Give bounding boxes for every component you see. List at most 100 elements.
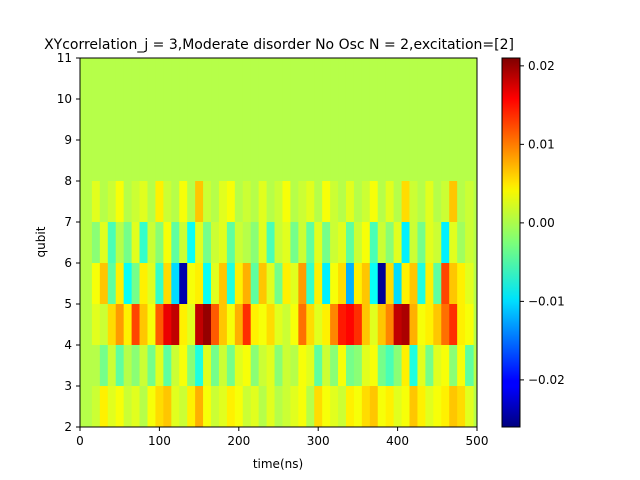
heatmap-cell: [123, 263, 133, 304]
heatmap-cell: [266, 58, 276, 181]
x-tick-label: 400: [386, 434, 409, 448]
heatmap-cell: [203, 345, 212, 386]
heatmap-cell: [345, 58, 355, 181]
heatmap-cell: [250, 263, 260, 304]
heatmap-cell: [266, 181, 276, 222]
heatmap-cell: [282, 181, 292, 222]
heatmap-cell: [211, 345, 220, 386]
heatmap-cell: [115, 304, 125, 345]
heatmap-cell: [250, 58, 260, 181]
heatmap-cell: [457, 58, 466, 181]
heatmap-cell: [115, 58, 125, 181]
heatmap-cell: [211, 386, 220, 427]
heatmap-cell: [218, 222, 228, 263]
heatmap-cell: [449, 222, 458, 263]
heatmap-cell: [195, 58, 204, 181]
heatmap-cell: [314, 222, 323, 263]
heatmap-cell: [441, 181, 450, 222]
heatmap-cell: [234, 386, 244, 427]
heatmap-cell: [258, 345, 268, 386]
chart-title: XYcorrelation_j = 3,Moderate disorder No…: [44, 37, 514, 53]
heatmap-cell: [211, 222, 220, 263]
heatmap-cell: [338, 304, 347, 345]
y-tick-label: 7: [64, 215, 72, 229]
heatmap-cell: [314, 304, 323, 345]
heatmap-cell: [250, 222, 260, 263]
heatmap-cell: [385, 386, 395, 427]
heatmap-cell: [226, 181, 236, 222]
heatmap-cell: [385, 304, 395, 345]
heatmap-cell: [306, 304, 315, 345]
heatmap-cell: [242, 345, 252, 386]
colorbar-tick-label: −0.02: [528, 373, 565, 387]
heatmap-cell: [306, 345, 315, 386]
heatmap-cell: [155, 58, 164, 181]
heatmap-cell: [449, 181, 458, 222]
heatmap-cell: [218, 263, 228, 304]
heatmap-cell: [155, 386, 164, 427]
heatmap-cell: [123, 181, 133, 222]
heatmap-cell: [425, 263, 434, 304]
heatmap-cell: [338, 263, 347, 304]
heatmap-cell: [306, 263, 315, 304]
heatmap-cell: [449, 58, 458, 181]
heatmap-cell: [290, 181, 299, 222]
heatmap-cell: [314, 181, 323, 222]
colorbar: [501, 57, 521, 428]
heatmap-cell: [298, 263, 307, 304]
heatmap-cell: [353, 386, 363, 427]
heatmap-cell: [425, 181, 434, 222]
heatmap-cell: [163, 263, 172, 304]
heatmap-cell: [171, 181, 180, 222]
heatmap-cell: [330, 181, 339, 222]
heatmap-cell: [425, 345, 434, 386]
heatmap-cell: [282, 345, 292, 386]
heatmap-cell: [449, 263, 458, 304]
heatmap-cell: [369, 345, 379, 386]
heatmap-cell: [131, 386, 141, 427]
heatmap-cell: [91, 304, 101, 345]
heatmap-cell: [314, 345, 323, 386]
heatmap-cell: [187, 304, 196, 345]
heatmap-cell: [99, 304, 109, 345]
heatmap-cell: [314, 263, 323, 304]
heatmap-cell: [195, 345, 204, 386]
colorbar-tick-label: 0.00: [528, 216, 555, 230]
heatmap-cell: [123, 222, 133, 263]
heatmap-cell: [123, 58, 133, 181]
heatmap-cell: [338, 222, 347, 263]
x-axis: 0 100 200 300 400 500: [76, 427, 488, 448]
heatmap-cell: [107, 304, 117, 345]
heatmap-cell: [139, 386, 149, 427]
heatmap-cell: [361, 222, 371, 263]
heatmap-cell: [306, 181, 315, 222]
heatmap-cell: [330, 345, 339, 386]
heatmap-cell: [425, 222, 434, 263]
heatmap-cell: [123, 304, 133, 345]
heatmap-cell: [211, 263, 220, 304]
heatmap-cell: [425, 304, 434, 345]
y-tick-label: 9: [64, 133, 72, 147]
heatmap-cell: [449, 386, 458, 427]
heatmap-cell: [433, 345, 442, 386]
heatmap-cell: [409, 386, 419, 427]
heatmap-cell: [147, 345, 157, 386]
heatmap-cell: [465, 386, 474, 427]
heatmap-cell: [242, 222, 252, 263]
heatmap-cell: [242, 386, 252, 427]
heatmap-cell: [218, 181, 228, 222]
heatmap-cell: [377, 386, 387, 427]
heatmap-cell: [203, 263, 212, 304]
heatmap-cell: [99, 58, 109, 181]
heatmap-cell: [250, 304, 260, 345]
heatmap-cell: [282, 222, 292, 263]
heatmap-cell: [258, 263, 268, 304]
heatmap-cell: [290, 304, 299, 345]
y-tick-label: 10: [57, 92, 72, 106]
heatmap-cell: [258, 222, 268, 263]
y-tick-label: 11: [57, 51, 72, 65]
heatmap-cell: [203, 181, 212, 222]
y-tick-label: 4: [64, 338, 72, 352]
heatmap-cell: [393, 181, 403, 222]
heatmap-cell: [393, 263, 403, 304]
